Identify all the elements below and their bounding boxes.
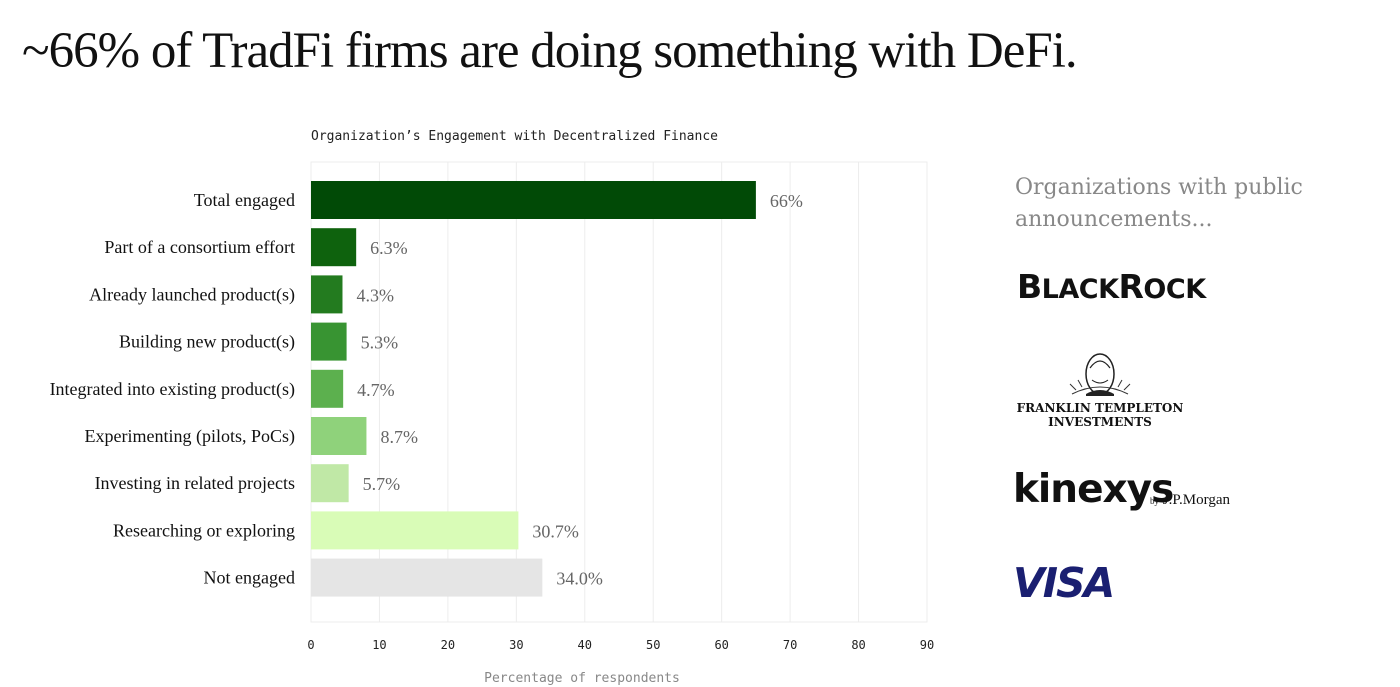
blackrock-logo-b: B xyxy=(1017,267,1042,306)
x-tick-label: 20 xyxy=(441,638,455,652)
franklin-portrait-icon: FRANKLIN TEMPLETON INVESTMENTS xyxy=(1017,353,1184,429)
blackrock-logo-lack: LACK xyxy=(1041,274,1119,305)
x-tick-label: 30 xyxy=(509,638,523,652)
bar xyxy=(311,511,519,550)
category-label: Experimenting (pilots, PoCs) xyxy=(85,426,296,447)
grid-lines xyxy=(310,162,928,622)
headline: ~66% of TradFi firms are doing something… xyxy=(22,23,1078,79)
kinexys-wordmark: kinexys xyxy=(1013,467,1174,512)
x-tick-label: 50 xyxy=(646,638,660,652)
category-label: Part of a consortium effort xyxy=(104,237,295,257)
category-label: Total engaged xyxy=(194,190,295,210)
category-label: Integrated into existing product(s) xyxy=(50,379,295,400)
value-label: 34.0% xyxy=(556,569,603,589)
value-label: 66% xyxy=(770,191,803,211)
x-tick-label: 10 xyxy=(372,638,386,652)
value-label: 4.7% xyxy=(357,380,395,400)
x-tick-label: 80 xyxy=(851,638,865,652)
bar xyxy=(311,417,367,455)
category-label: Researching or exploring xyxy=(113,520,295,540)
x-tick-label: 70 xyxy=(783,638,797,652)
value-label: 8.7% xyxy=(380,427,418,447)
value-label: 30.7% xyxy=(532,521,579,541)
category-label: Investing in related projects xyxy=(95,473,295,493)
x-axis-title: Percentage of respondents xyxy=(484,671,680,686)
kinexys-by: by xyxy=(1150,496,1159,506)
bar xyxy=(311,275,343,314)
kinexys-byline: by J.P.Morgan xyxy=(1150,492,1230,509)
franklin-line2: INVESTMENTS xyxy=(1048,415,1152,429)
x-tick-label: 40 xyxy=(578,638,592,652)
bar xyxy=(311,181,756,219)
category-label: Building new product(s) xyxy=(119,332,295,353)
value-label: 5.7% xyxy=(363,474,401,494)
bar xyxy=(311,228,357,267)
franklin-line1: FRANKLIN TEMPLETON xyxy=(1017,401,1184,415)
x-tick-label: 90 xyxy=(920,638,934,652)
value-label: 5.3% xyxy=(361,333,399,353)
sidebar-heading: Organizations with public announcements.… xyxy=(1015,175,1303,232)
blackrock-logo-ock: OCK xyxy=(1143,274,1206,305)
x-tick-label: 60 xyxy=(714,638,728,652)
x-tick-label: 0 xyxy=(307,638,314,652)
bar-chart: Organization’s Engagement with Decentral… xyxy=(50,129,935,686)
value-label: 6.3% xyxy=(370,238,408,258)
blackrock-logo: BLACKROCK xyxy=(1017,270,1206,303)
bar xyxy=(311,369,344,408)
bar xyxy=(311,464,349,503)
x-axis-ticks: 0 10 20 30 40 50 60 70 80 90 xyxy=(307,638,934,652)
visa-logo: VISA xyxy=(1013,559,1115,607)
value-label: 4.3% xyxy=(356,285,394,305)
bar xyxy=(311,322,347,361)
franklin-templeton-logo: FRANKLIN TEMPLETON INVESTMENTS xyxy=(1012,350,1188,432)
kinexys-bank: J.P.Morgan xyxy=(1162,492,1230,508)
category-label: Already launched product(s) xyxy=(89,284,295,305)
category-label: Not engaged xyxy=(204,568,295,588)
kinexys-logo: kinexys by J.P.Morgan xyxy=(1013,470,1253,518)
chart-title: Organization’s Engagement with Decentral… xyxy=(311,129,718,144)
blackrock-logo-r: R xyxy=(1118,267,1144,306)
bars: Total engaged 66% Part of a consortium eff… xyxy=(50,181,803,597)
bar xyxy=(311,558,543,597)
plot-area-border xyxy=(310,161,928,623)
